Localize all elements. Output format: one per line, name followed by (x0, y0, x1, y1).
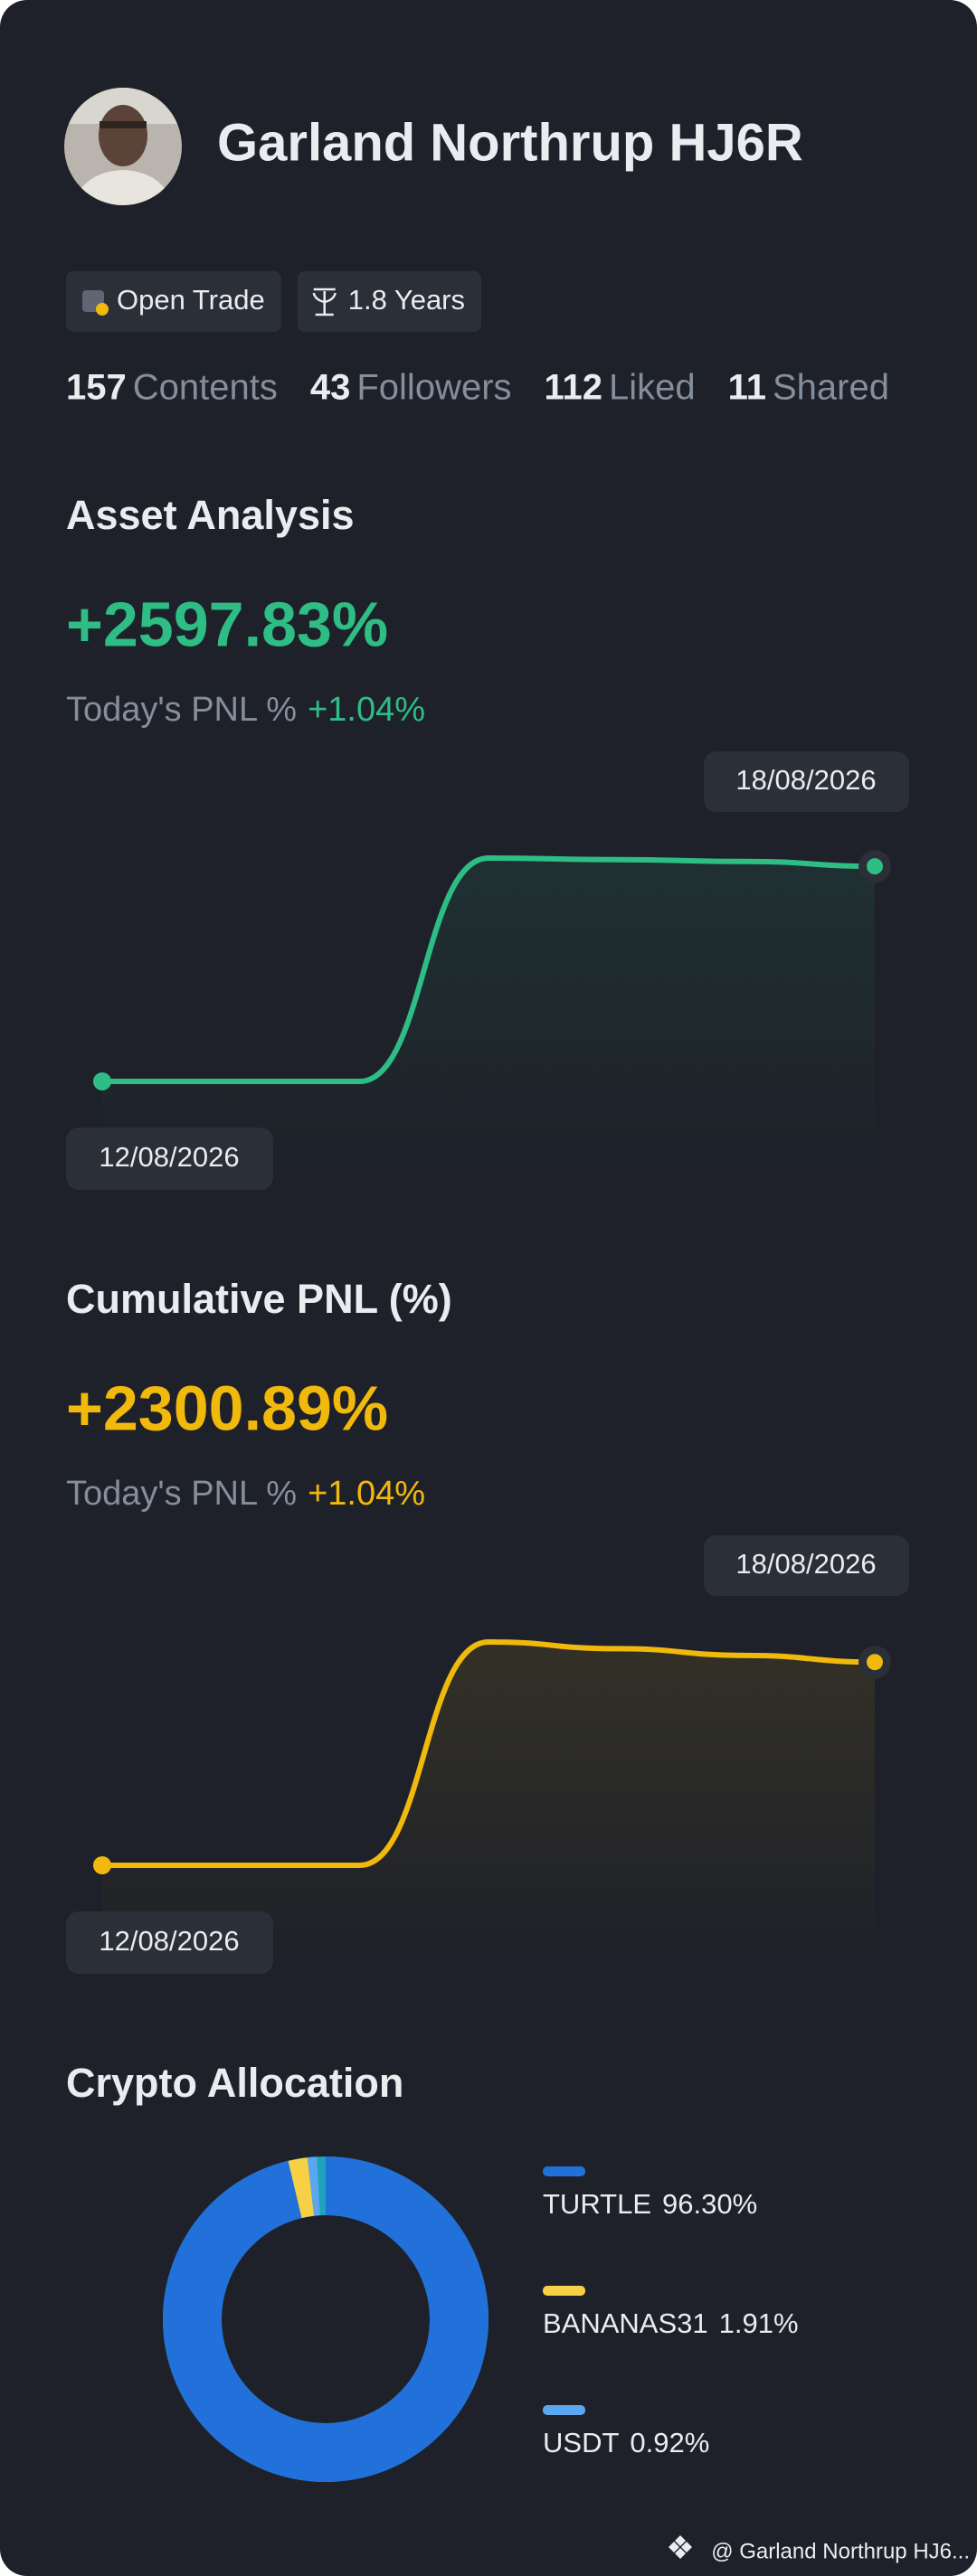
date-tooltip (704, 1535, 909, 1596)
headline-value: +2597.83% (66, 589, 388, 659)
badge-label: 1.8 Years (348, 284, 465, 316)
end-date: 18/08/2026 (735, 764, 876, 796)
end-point (867, 1654, 883, 1671)
badge-icon (312, 288, 337, 316)
legend-value: 0.92% (630, 2427, 709, 2458)
stat-label: Liked (609, 368, 696, 408)
start-point (93, 1072, 111, 1090)
section-title: Asset Analysis (66, 492, 355, 538)
legend-name: BANANAS31 (543, 2307, 708, 2339)
date-tooltip (66, 1911, 273, 1974)
legend-name: USDT (543, 2427, 619, 2458)
legend-swatch (543, 2405, 585, 2415)
section-title: Crypto Allocation (66, 2060, 403, 2106)
legend-value: 96.30% (662, 2188, 757, 2220)
footer-watermark: @ Garland Northrup HJ6... (711, 2539, 970, 2563)
stat-label: Shared (773, 368, 889, 408)
start-date: 12/08/2026 (99, 1141, 239, 1173)
date-tooltip (704, 751, 909, 812)
legend-value: 1.91% (719, 2307, 799, 2339)
area (102, 1642, 875, 1959)
headline-value: +2300.89% (66, 1373, 388, 1443)
badge-label: Open Trade (117, 284, 265, 316)
stat-value: 43 (310, 368, 351, 408)
legend-swatch (543, 2286, 585, 2296)
date-tooltip (66, 1128, 273, 1190)
donut-slice (163, 2156, 489, 2483)
area (102, 858, 875, 1175)
line (100, 1638, 877, 1869)
badge (297, 271, 482, 332)
section-title: Cumulative PNL (%) (66, 1276, 452, 1322)
pnl-value: +1.04% (308, 691, 425, 729)
start-point (93, 1856, 111, 1874)
avatar (64, 88, 182, 205)
badges: Open Trade 1.8 Years (66, 271, 482, 332)
badge (66, 271, 281, 332)
stat-label: Contents (133, 368, 278, 408)
start-date: 12/08/2026 (99, 1925, 239, 1957)
donut-slice (307, 2156, 320, 2216)
pnl-label: Today's PNL % (66, 1475, 297, 1513)
stats: 157 Contents 43 Followers 112 Liked 11 Shared (66, 368, 889, 408)
badge-icon-check (96, 303, 109, 316)
donut-slice (288, 2157, 315, 2219)
legend-swatch (543, 2166, 585, 2176)
end-point (867, 858, 883, 875)
pnl-label: Today's PNL % (66, 691, 297, 729)
stat-value: 112 (545, 368, 603, 408)
profile-name: Garland Northrup HJ6R (217, 113, 803, 172)
footer-icon (669, 2535, 692, 2559)
pnl-value: +1.04% (308, 1475, 425, 1513)
stat-value: 157 (66, 368, 127, 408)
stat-label: Followers (356, 368, 511, 408)
legend-name: TURTLE (543, 2188, 651, 2220)
line (100, 854, 877, 1085)
stat-value: 11 (728, 368, 766, 408)
end-date: 18/08/2026 (735, 1548, 876, 1580)
